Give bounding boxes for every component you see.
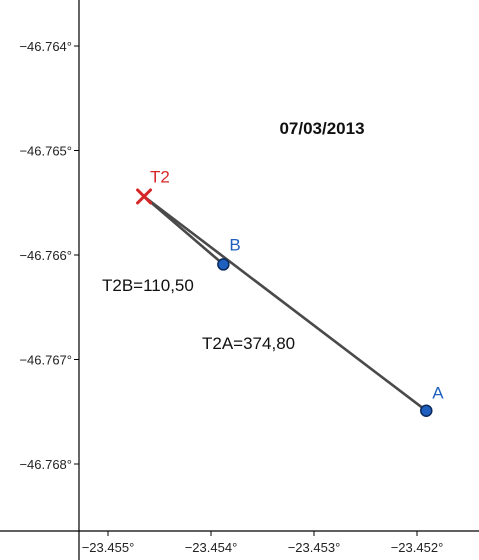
- date-label: 07/03/2013: [279, 119, 364, 138]
- labels: 07/03/2013 T2B=110,50 T2A=374,80: [102, 119, 365, 353]
- y-tick-label: −46.764°: [19, 39, 72, 54]
- cross-stroke: [136, 188, 153, 205]
- point-a-marker: [420, 404, 433, 417]
- y-tick-label: −46.768°: [19, 457, 72, 472]
- x-tick-label: −23.453°: [288, 540, 341, 555]
- segment-label-t2a: T2A=374,80: [202, 334, 295, 353]
- segment-t2-a: [142, 195, 428, 413]
- y-tick-label: −46.766°: [19, 248, 72, 263]
- y-tick-label: −46.767°: [19, 353, 72, 368]
- y-tick-label: −46.765°: [19, 144, 72, 159]
- x-tick-label: −23.455°: [82, 540, 135, 555]
- segments: [142, 195, 428, 413]
- segment-label-t2b: T2B=110,50: [102, 276, 194, 295]
- point-t2-cross-marker: [136, 188, 153, 205]
- point-t2-label: T2: [150, 167, 170, 186]
- points: T2 B A: [136, 167, 444, 417]
- point-b-marker: [217, 258, 230, 271]
- point-b-label: B: [229, 235, 240, 254]
- x-tick-label: −23.452°: [391, 540, 444, 555]
- x-tick-label: −23.454°: [185, 540, 238, 555]
- point-a-label: A: [432, 384, 444, 403]
